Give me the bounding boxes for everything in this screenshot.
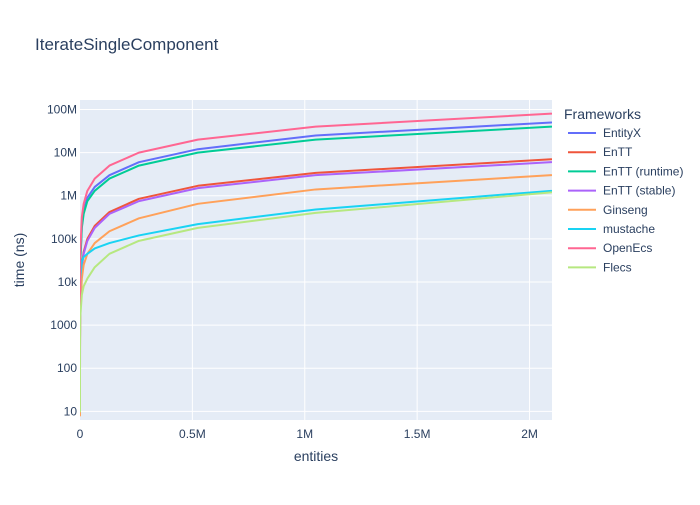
y-tick-label: 10 xyxy=(64,404,78,418)
x-tick-label: 0 xyxy=(77,427,84,441)
series-line-openecs xyxy=(80,112,552,387)
legend: Frameworks EntityX EnTT EnTT (runtime) EnTT… xyxy=(564,106,683,274)
legend-label-entt[interactable]: EnTT xyxy=(603,145,633,159)
x-axis-ticks: 0 0.5M 1M 1.5M 2M xyxy=(77,427,538,441)
y-axis-title: time (ns) xyxy=(11,233,27,287)
y-tick-label: 100k xyxy=(51,232,78,246)
legend-label-mustache[interactable]: mustache xyxy=(603,222,655,236)
y-axis-ticks: 10 100 1000 10k 100k 1M 10M 100M xyxy=(47,102,78,418)
y-tick-label: 100 xyxy=(57,361,77,375)
x-tick-label: 1M xyxy=(296,427,313,441)
legend-label-entt-runtime[interactable]: EnTT (runtime) xyxy=(603,164,683,178)
legend-label-entt-stable[interactable]: EnTT (stable) xyxy=(603,184,675,198)
series-lines xyxy=(80,112,552,417)
legend-items: EntityX EnTT EnTT (runtime) EnTT (stable) Gi… xyxy=(568,126,683,274)
series-line-flecs xyxy=(80,191,552,413)
y-tick-label: 10M xyxy=(54,146,77,160)
x-tick-label: 0.5M xyxy=(179,427,206,441)
grid xyxy=(80,100,552,420)
x-axis-title: entities xyxy=(294,448,338,464)
legend-label-entityx[interactable]: EntityX xyxy=(603,126,641,140)
plot-area xyxy=(80,100,552,420)
x-tick-label: 1.5M xyxy=(404,427,431,441)
y-tick-label: 1M xyxy=(60,189,77,203)
chart-title: IterateSingleComponent xyxy=(35,35,219,54)
y-tick-label: 10k xyxy=(58,275,78,289)
x-tick-label: 2M xyxy=(521,427,538,441)
legend-label-openecs[interactable]: OpenEcs xyxy=(603,241,652,255)
y-tick-label: 100M xyxy=(47,102,77,116)
legend-title: Frameworks xyxy=(564,106,641,122)
legend-label-flecs[interactable]: Flecs xyxy=(603,260,632,274)
legend-label-ginseng[interactable]: Ginseng xyxy=(603,203,648,217)
y-tick-label: 1000 xyxy=(50,318,77,332)
